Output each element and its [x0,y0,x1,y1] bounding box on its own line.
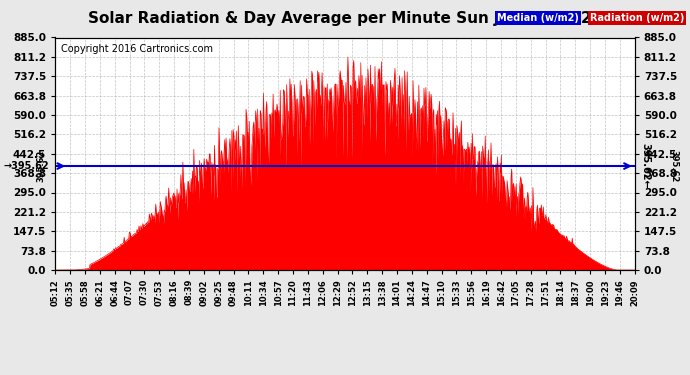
Text: Median (w/m2): Median (w/m2) [497,13,579,23]
Text: 395.62: 395.62 [669,150,678,182]
Text: Copyright 2016 Cartronics.com: Copyright 2016 Cartronics.com [61,45,213,54]
Text: 395.62: 395.62 [36,150,46,182]
Text: 395.62←: 395.62← [640,143,651,189]
Text: →395.62: →395.62 [3,161,50,171]
Text: Radiation (w/m2): Radiation (w/m2) [590,13,684,23]
Text: Solar Radiation & Day Average per Minute Sun Jun 12 20:22: Solar Radiation & Day Average per Minute… [88,11,602,26]
